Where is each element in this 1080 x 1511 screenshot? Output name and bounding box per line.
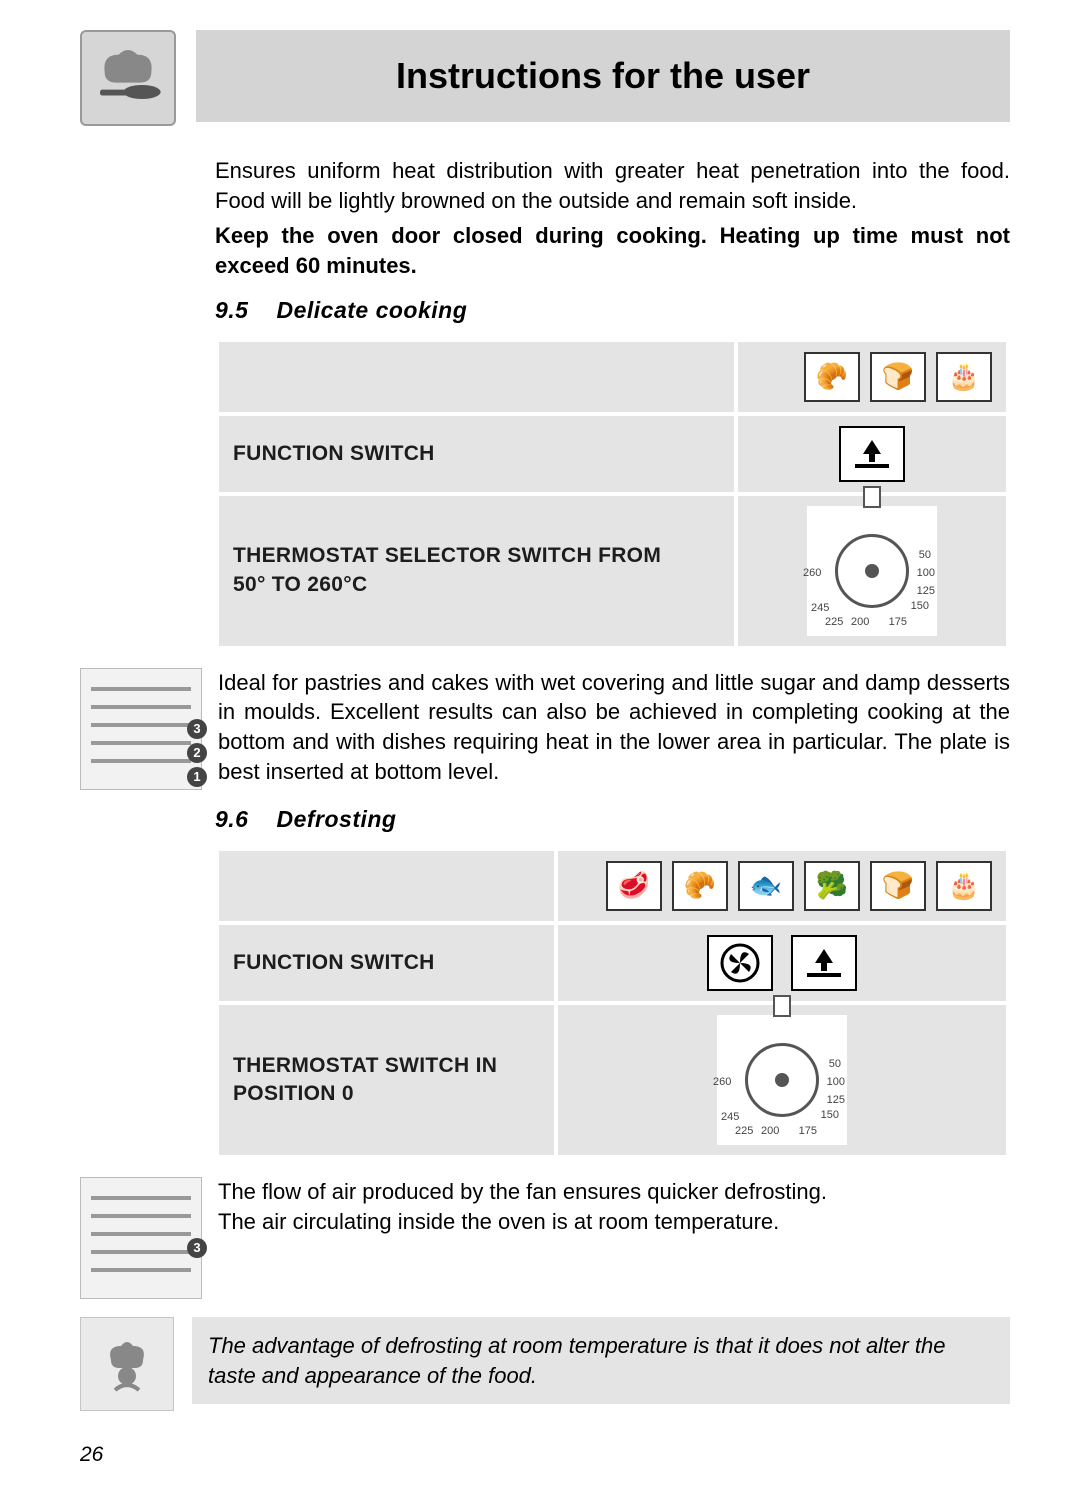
thermostat-label-96: THERMOSTAT SWITCH IN POSITION 0 [217, 1003, 556, 1157]
chef-logo-icon [80, 30, 176, 126]
croissant-icon: 🥐 [672, 861, 728, 911]
dial-tick-125: 125 [917, 584, 935, 599]
bottom-heat-icon [839, 426, 905, 482]
food-icon-row-96: 🥩 🥐 🐟 🥦 🍞 🎂 [572, 861, 992, 911]
intro-paragraph-1: Ensures uniform heat distribution with g… [215, 156, 1010, 215]
bottom-heat-icon [791, 935, 857, 991]
dial-tick-245: 245 [721, 1110, 739, 1125]
section-9-5-title: Delicate cooking [276, 295, 467, 326]
thermostat-label: THERMOSTAT SELECTOR SWITCH FROM 50° TO 2… [217, 494, 736, 648]
dial-tick-150: 150 [911, 599, 929, 614]
dial-tick-225: 225 [825, 615, 843, 630]
function-switch-label: FUNCTION SWITCH [217, 414, 736, 494]
fish-icon: 🐟 [738, 861, 794, 911]
food-icon-row: 🥐 🍞 🎂 [752, 352, 992, 402]
tip-text: The advantage of defrosting at room temp… [192, 1317, 1010, 1404]
section-9-5-number: 9.5 [215, 295, 248, 326]
thermostat-dial-cell-96: 50 100 125 150 175 200 225 245 260 [556, 1003, 1008, 1157]
cake-icon: 🎂 [936, 861, 992, 911]
food-icons-cell-96: 🥩 🥐 🐟 🥦 🍞 🎂 [556, 849, 1008, 923]
food-icons-cell: 🥐 🍞 🎂 [736, 340, 1008, 414]
page-header: Instructions for the user [80, 30, 1010, 126]
rack-level-badge-2: 2 [187, 743, 207, 763]
section-9-6-heading: 9.6 Defrosting [215, 804, 1010, 835]
meat-icon: 🥩 [606, 861, 662, 911]
rack-level-badge-3: 3 [187, 1238, 207, 1258]
bread-icon: 🍞 [870, 352, 926, 402]
dial-tick-175: 175 [799, 1124, 817, 1139]
tip-row: The advantage of defrosting at room temp… [80, 1317, 1010, 1411]
oven-rack-icon: 3 [80, 1177, 202, 1299]
table-9-5: 🥐 🍞 🎂 FUNCTION SWITCH [215, 338, 1010, 650]
dial-tick-50: 50 [919, 548, 931, 563]
page-root: Instructions for the user Ensures unifor… [0, 0, 1080, 1499]
thermostat-label-line1: THERMOSTAT SELECTOR SWITCH FROM [233, 544, 661, 567]
table-row: FUNCTION SWITCH [217, 414, 1008, 494]
header-banner: Instructions for the user [196, 30, 1010, 122]
dial-tick-150: 150 [821, 1108, 839, 1123]
table-row: 🥐 🍞 🎂 [217, 340, 1008, 414]
section-9-5-heading: 9.5 Delicate cooking [215, 295, 1010, 326]
food-icons-spacer-96 [217, 849, 556, 923]
dial-tick-200: 200 [851, 615, 869, 630]
dial-tick-225: 225 [735, 1124, 753, 1139]
content-column: Ensures uniform heat distribution with g… [215, 156, 1010, 1411]
dial-tick-100: 100 [917, 566, 935, 581]
table-9-6: 🥩 🥐 🐟 🥦 🍞 🎂 FUNCTION SWITCH [215, 847, 1010, 1159]
bread-icon: 🍞 [870, 861, 926, 911]
table-row: FUNCTION SWITCH [217, 923, 1008, 1003]
oven-rack-icon: 3 2 1 [80, 668, 202, 790]
section-9-5-description: Ideal for pastries and cakes with wet co… [218, 668, 1010, 790]
section-9-6-description: The flow of air produced by the fan ensu… [218, 1177, 1010, 1299]
defrost-line-1: The flow of air produced by the fan ensu… [218, 1179, 827, 1204]
table-row: THERMOSTAT SWITCH IN POSITION 0 50 100 1… [217, 1003, 1008, 1157]
function-switch-label-96: FUNCTION SWITCH [217, 923, 556, 1003]
rack-level-badge-1: 1 [187, 767, 207, 787]
intro-paragraph-2: Keep the oven door closed during cooking… [215, 221, 1010, 280]
chef-tip-icon [80, 1317, 174, 1411]
rack-level-badge-3: 3 [187, 719, 207, 739]
rack-row-9-5: 3 2 1 Ideal for pastries and cakes with … [80, 668, 1010, 790]
section-9-6-title: Defrosting [276, 804, 396, 835]
table-row: 🥩 🥐 🐟 🥦 🍞 🎂 [217, 849, 1008, 923]
dial-tick-125: 125 [827, 1093, 845, 1108]
dial-tick-175: 175 [889, 615, 907, 630]
dial-tick-260: 260 [803, 566, 821, 581]
dial-tick-100: 100 [827, 1075, 845, 1090]
thermostat-dial-cell: 50 100 125 150 175 200 225 245 260 [736, 494, 1008, 648]
vegetable-icon: 🥦 [804, 861, 860, 911]
defrost-line-2: The air circulating inside the oven is a… [218, 1209, 779, 1234]
rack-row-9-6: 3 The flow of air produced by the fan en… [80, 1177, 1010, 1299]
thermostat-dial-icon: 50 100 125 150 175 200 225 245 260 [807, 506, 937, 636]
dial-tick-245: 245 [811, 601, 829, 616]
function-switch-symbol-cell [736, 414, 1008, 494]
dial-tick-200: 200 [761, 1124, 779, 1139]
dial-tick-50: 50 [829, 1057, 841, 1072]
page-number: 26 [80, 1441, 1010, 1469]
section-9-6-number: 9.6 [215, 804, 248, 835]
header-title: Instructions for the user [396, 52, 810, 101]
function-switch-symbols-96 [556, 923, 1008, 1003]
spoon-hat-icon [93, 43, 163, 113]
fan-icon [707, 935, 773, 991]
dial-tick-260: 260 [713, 1075, 731, 1090]
thermostat-label-line2: 50° TO 260°C [233, 573, 367, 596]
thermostat-dial-icon: 50 100 125 150 175 200 225 245 260 [717, 1015, 847, 1145]
cake-icon: 🎂 [936, 352, 992, 402]
food-icons-spacer [217, 340, 736, 414]
croissant-icon: 🥐 [804, 352, 860, 402]
table-row: THERMOSTAT SELECTOR SWITCH FROM 50° TO 2… [217, 494, 1008, 648]
